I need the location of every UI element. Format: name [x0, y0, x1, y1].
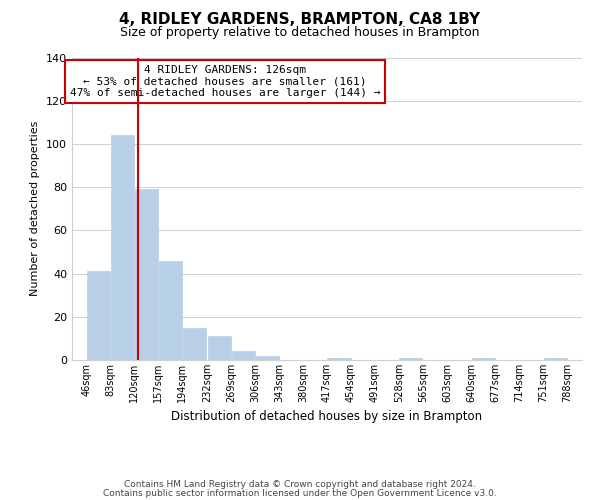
Text: 4, RIDLEY GARDENS, BRAMPTON, CA8 1BY: 4, RIDLEY GARDENS, BRAMPTON, CA8 1BY: [119, 12, 481, 28]
Text: Size of property relative to detached houses in Brampton: Size of property relative to detached ho…: [120, 26, 480, 39]
Bar: [544, 358, 567, 360]
Bar: [400, 358, 422, 360]
Y-axis label: Number of detached properties: Number of detached properties: [31, 121, 40, 296]
Bar: [183, 328, 206, 360]
Bar: [208, 336, 230, 360]
Bar: [328, 358, 350, 360]
Bar: [256, 356, 278, 360]
Text: Contains HM Land Registry data © Crown copyright and database right 2024.: Contains HM Land Registry data © Crown c…: [124, 480, 476, 489]
Bar: [111, 136, 134, 360]
Text: Contains public sector information licensed under the Open Government Licence v3: Contains public sector information licen…: [103, 489, 497, 498]
Bar: [232, 352, 254, 360]
Text: 4 RIDLEY GARDENS: 126sqm
← 53% of detached houses are smaller (161)
47% of semi-: 4 RIDLEY GARDENS: 126sqm ← 53% of detach…: [70, 65, 380, 98]
X-axis label: Distribution of detached houses by size in Brampton: Distribution of detached houses by size …: [172, 410, 482, 424]
Bar: [159, 260, 182, 360]
Bar: [135, 190, 158, 360]
Bar: [87, 272, 110, 360]
Bar: [472, 358, 495, 360]
